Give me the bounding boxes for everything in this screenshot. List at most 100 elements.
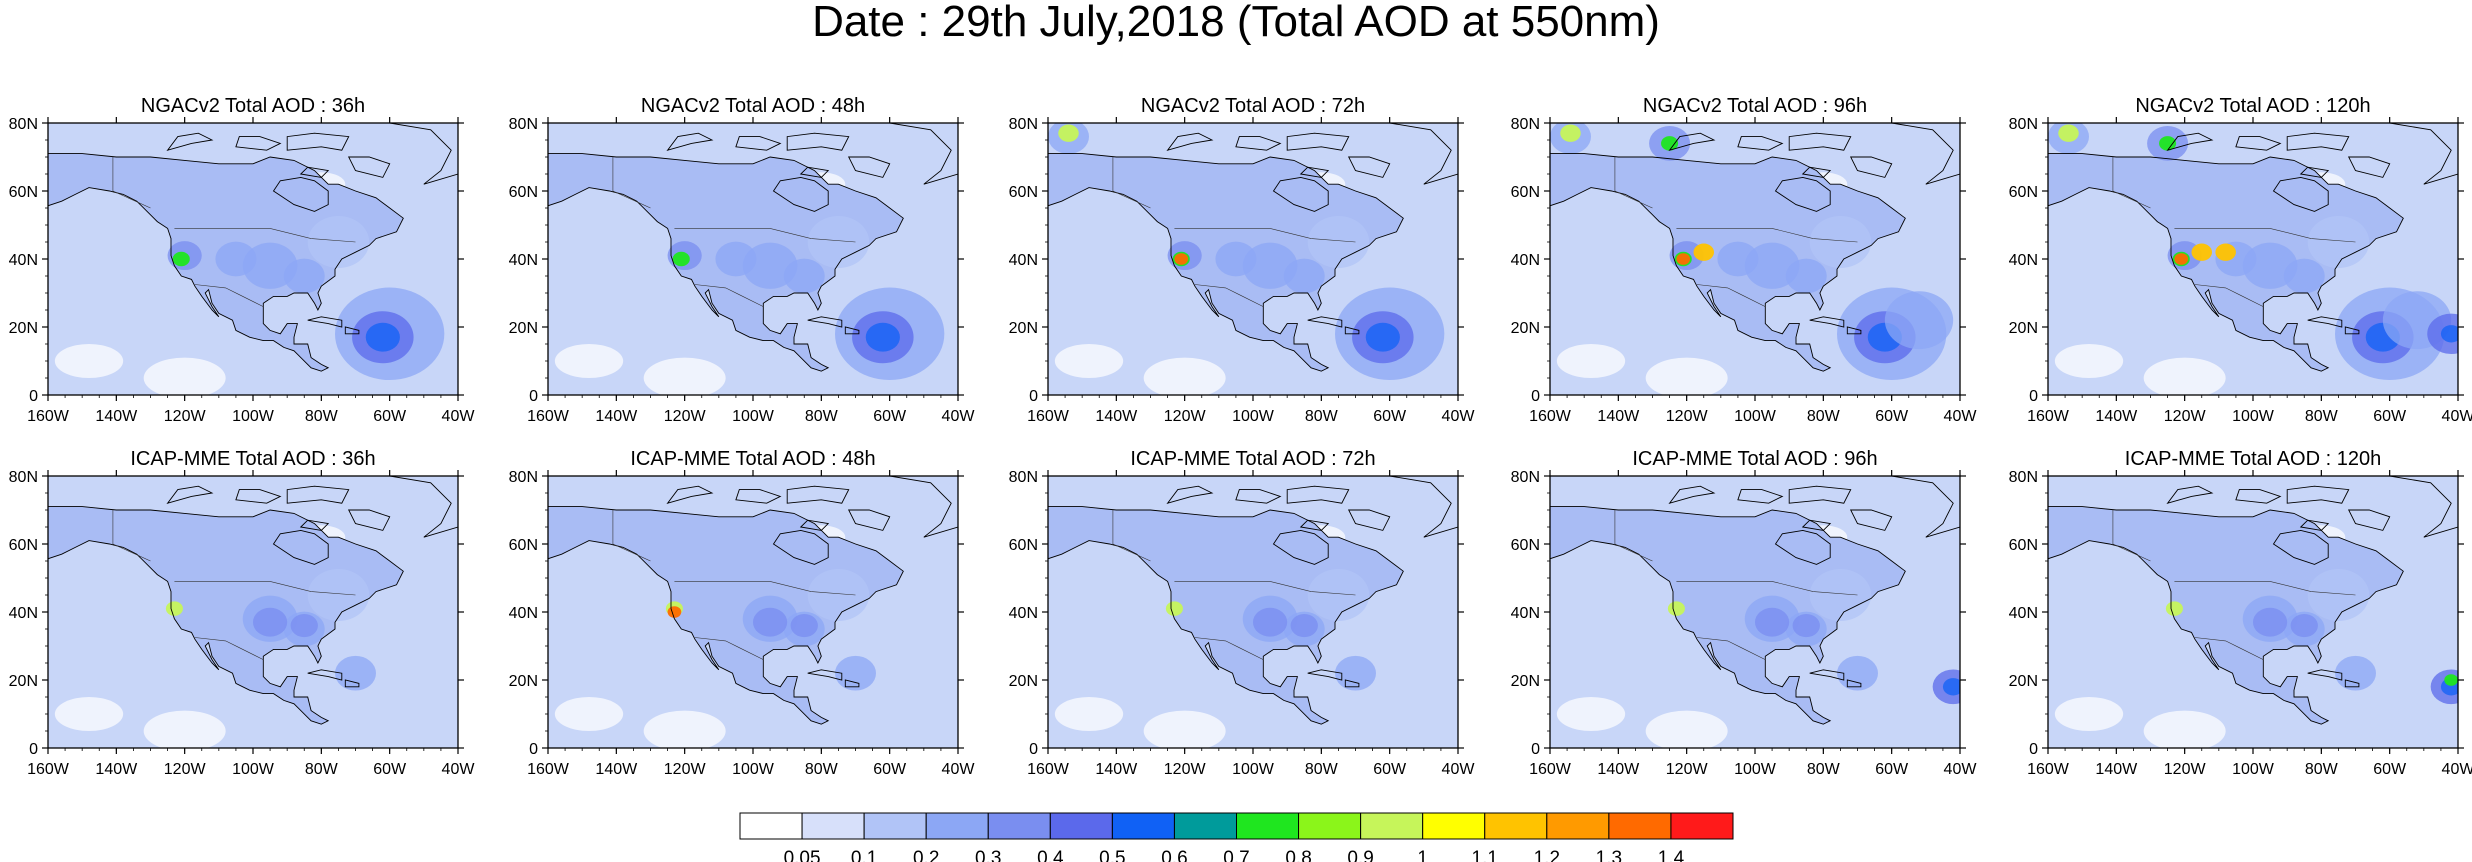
lat-tick-label: 60N — [509, 537, 538, 554]
island-coastline — [344, 326, 360, 335]
lon-tick-label: 120W — [164, 408, 207, 425]
lat-tick-label: 0 — [1029, 388, 1038, 405]
coastline — [1550, 153, 1906, 372]
colorbar-swatch — [1173, 812, 1237, 840]
island-coastline — [807, 316, 843, 328]
island-coastline — [299, 166, 330, 178]
panel-title: NGACv2 Total AOD : 96h — [1643, 95, 1867, 117]
island-coastline — [299, 519, 330, 531]
land-fill — [1550, 506, 1906, 725]
colorbar-swatch — [863, 812, 927, 840]
lon-tick-label: 60W — [373, 761, 407, 778]
coastline — [2048, 153, 2404, 372]
map-panel-icap-mme-96h: ICAP-MME Total AOD : 96h 80N 60N 40N 20N 0 160… — [1511, 448, 1978, 778]
aod-blob — [1174, 253, 1189, 265]
us-mexico-border — [694, 284, 764, 307]
island-coastline — [166, 485, 214, 504]
lon-tick-label: 60W — [1373, 761, 1407, 778]
island-coastline — [389, 123, 458, 185]
aod-blob — [1676, 253, 1691, 265]
aod-blob — [2444, 674, 2458, 686]
island-coastline — [307, 669, 343, 681]
island-coastline — [1286, 132, 1350, 151]
colorbar-label: 0.05 — [784, 848, 821, 862]
island-coastline — [1286, 485, 1350, 504]
lon-tick-label: 160W — [2027, 761, 2070, 778]
island-coastline — [347, 156, 391, 178]
aod-blob — [790, 614, 818, 638]
colorbar-label: 0.2 — [913, 848, 939, 862]
lat-tick-label: 20N — [1009, 673, 1038, 690]
us-mexico-border — [2194, 637, 2264, 660]
aod-field — [48, 476, 458, 748]
low-aod-patch — [554, 344, 624, 378]
lon-tick-label: 160W — [1027, 761, 1070, 778]
lon-tick-label: 100W — [732, 761, 775, 778]
lat-tick-label: 0 — [29, 741, 38, 758]
panel-title: ICAP-MME Total AOD : 36h — [130, 448, 375, 470]
aod-blob — [1307, 568, 1370, 622]
lon-tick-label: 140W — [95, 408, 138, 425]
island-coastline — [1299, 166, 1330, 178]
lat-tick-label: 40N — [509, 605, 538, 622]
colorbar-label: 0.8 — [1285, 848, 1311, 862]
island-coastline — [889, 123, 958, 185]
aod-field — [1048, 476, 1458, 748]
alaska-border — [1614, 510, 1653, 562]
aod-blob — [165, 601, 183, 616]
hudson-bay-coastline — [772, 529, 829, 565]
aod-blob — [2440, 325, 2458, 343]
aod-blob — [807, 568, 870, 622]
us-mexico-border — [1194, 637, 1264, 660]
lon-tick-label: 120W — [664, 408, 707, 425]
island-coastline — [1801, 519, 1832, 531]
colorbar-label: 1.2 — [1534, 848, 1560, 862]
lon-tick-label: 80W — [1807, 408, 1841, 425]
lat-tick-label: 20N — [9, 320, 38, 337]
colorbar-label: 0.9 — [1347, 848, 1373, 862]
lon-tick-label: 100W — [2232, 408, 2275, 425]
lat-tick-label: 20N — [9, 673, 38, 690]
lon-tick-label: 120W — [1164, 408, 1207, 425]
us-canada-border — [1174, 581, 1356, 596]
lat-tick-label: 40N — [9, 252, 38, 269]
lon-tick-label: 140W — [595, 408, 638, 425]
hudson-bay-coastline — [1272, 529, 1329, 565]
lat-tick-label: 60N — [1511, 184, 1540, 201]
lon-tick-label: 80W — [2305, 408, 2339, 425]
aod-blob — [1290, 614, 1318, 638]
alaska-border — [1614, 157, 1653, 209]
island-coastline — [1166, 485, 1214, 504]
lat-tick-label: 80N — [509, 469, 538, 486]
aod-blob — [667, 606, 682, 618]
aod-blob — [215, 241, 257, 277]
low-aod-patch — [2143, 710, 2226, 748]
island-coastline — [1809, 669, 1845, 681]
island-coastline — [1344, 326, 1360, 335]
island-coastline — [2166, 132, 2214, 151]
lon-tick-label: 140W — [2095, 761, 2138, 778]
lon-tick-label: 120W — [1164, 761, 1207, 778]
us-canada-border — [174, 228, 356, 243]
us-canada-border — [2174, 228, 2356, 243]
figure-title: Date : 29th July,2018 (Total AOD at 550n… — [812, 0, 1660, 46]
island-coastline — [235, 136, 282, 151]
lon-tick-label: 160W — [1529, 408, 1572, 425]
map-panel-icap-mme-72h: ICAP-MME Total AOD : 72h 80N 60N 40N 20N 0 160… — [1009, 448, 1476, 778]
lon-tick-label: 160W — [27, 408, 70, 425]
colorbar-label: 1.4 — [1658, 848, 1685, 862]
lon-tick-label: 120W — [664, 761, 707, 778]
low-aod-patch — [1645, 710, 1728, 748]
aod-blob — [1717, 241, 1759, 277]
island-coastline — [2389, 123, 2458, 185]
aod-blob — [1058, 124, 1079, 142]
island-coastline — [2307, 669, 2343, 681]
island-coastline — [847, 509, 891, 531]
aod-blob — [2174, 253, 2189, 265]
aod-blob — [672, 251, 690, 267]
island-coastline — [1846, 326, 1862, 335]
lon-tick-label: 100W — [732, 408, 775, 425]
hudson-bay-coastline — [1774, 176, 1831, 212]
aod-blob — [253, 607, 288, 637]
